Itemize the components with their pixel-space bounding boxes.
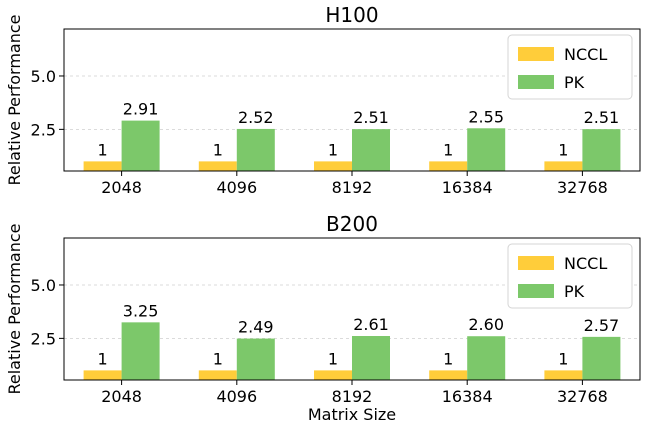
legend-label-pk: PK <box>564 73 585 92</box>
chart-panel-b200: 1 1 1 1 1 3.25 2.49 2.61 2.60 2.57 2.5 5.0 2048 4096 8… <box>5 212 641 406</box>
x-tick-label: 32768 <box>557 178 608 197</box>
y-tick-label: 2.5 <box>31 120 56 139</box>
data-label: 2.60 <box>468 315 504 334</box>
bar-nccl <box>544 161 583 171</box>
x-tick-label: 16384 <box>442 178 493 197</box>
chart-panel-h100: 1 1 1 1 1 2.91 2.52 2.51 2.55 2.51 2.5 5.0 2048 4096 8… <box>5 3 641 197</box>
bar-nccl <box>544 370 583 380</box>
legend-label-pk: PK <box>564 282 585 301</box>
x-axis-label: Matrix Size <box>308 405 396 424</box>
bar-pk <box>121 120 160 171</box>
legend: NCCL PK <box>507 34 633 100</box>
chart-title: H100 <box>325 3 378 27</box>
legend: NCCL PK <box>507 243 633 309</box>
bar-pk <box>352 129 390 171</box>
bar-pk <box>467 336 506 380</box>
data-label: 2.57 <box>584 316 620 335</box>
data-label: 1 <box>558 140 568 159</box>
data-label: 1 <box>328 349 338 368</box>
bar-nccl <box>83 370 122 380</box>
legend-swatch-pk <box>518 284 554 298</box>
legend-label-nccl: NCCL <box>564 254 607 273</box>
data-label: 1 <box>98 349 108 368</box>
bar-pk <box>582 336 621 380</box>
bar-nccl <box>314 370 352 380</box>
y-axis-label: Relative Performance <box>5 15 24 186</box>
y-tick-label: 5.0 <box>31 276 56 295</box>
data-label: 1 <box>328 140 338 159</box>
bar-pk <box>121 322 160 380</box>
data-label: 2.51 <box>584 108 620 127</box>
bar-pk <box>352 336 390 380</box>
bar-nccl <box>198 161 237 171</box>
bar-nccl <box>429 370 468 380</box>
y-axis-label: Relative Performance <box>5 224 24 395</box>
data-label: 2.55 <box>468 107 504 126</box>
data-label: 2.52 <box>238 108 274 127</box>
chart-title: B200 <box>326 212 378 236</box>
y-tick-label: 5.0 <box>31 67 56 86</box>
data-label: 1 <box>443 349 453 368</box>
x-tick-label: 32768 <box>557 387 608 406</box>
bar-pk <box>236 338 275 380</box>
legend-swatch-pk <box>518 75 554 89</box>
x-tick-label: 8192 <box>332 387 373 406</box>
legend-swatch-nccl <box>518 47 554 61</box>
data-label: 2.49 <box>238 318 274 337</box>
data-label: 2.61 <box>353 315 389 334</box>
bar-nccl <box>83 161 122 171</box>
data-label: 1 <box>443 140 453 159</box>
bar-nccl <box>429 161 468 171</box>
data-label: 1 <box>98 140 108 159</box>
x-tick-label: 4096 <box>216 178 257 197</box>
x-tick-label: 16384 <box>442 387 493 406</box>
data-label: 1 <box>558 349 568 368</box>
bar-nccl <box>314 161 352 171</box>
legend-swatch-nccl <box>518 256 554 270</box>
x-tick-label: 4096 <box>216 387 257 406</box>
bar-pk <box>236 128 275 171</box>
bar-pk <box>582 129 621 171</box>
x-tick-label: 8192 <box>332 178 373 197</box>
bar-nccl <box>198 370 237 380</box>
y-tick-label: 2.5 <box>31 329 56 348</box>
data-label: 1 <box>213 140 223 159</box>
x-tick-label: 2048 <box>101 178 142 197</box>
x-tick-label: 2048 <box>101 387 142 406</box>
data-label: 3.25 <box>123 301 159 320</box>
legend-label-nccl: NCCL <box>564 45 607 64</box>
data-label: 2.91 <box>123 100 159 119</box>
bar-pk <box>467 128 506 171</box>
data-label: 1 <box>213 349 223 368</box>
data-label: 2.51 <box>353 108 389 127</box>
